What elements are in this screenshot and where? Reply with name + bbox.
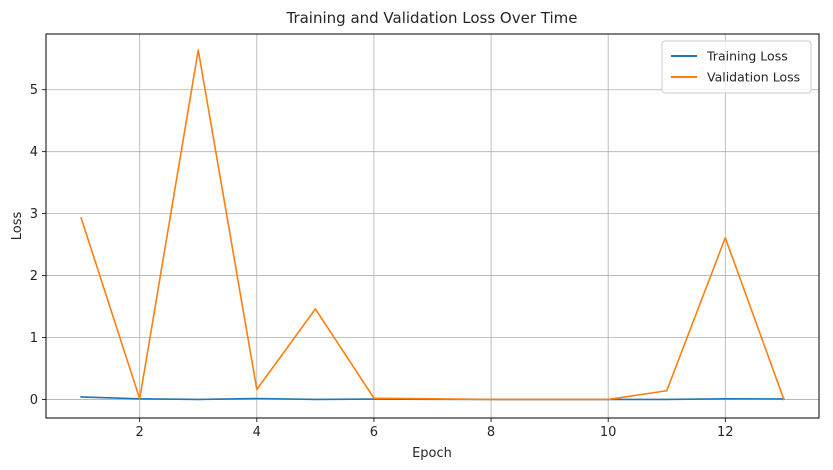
y-tick-label: 4 <box>30 145 38 160</box>
x-axis-ticks: 2 4 6 8 10 12 <box>136 418 734 440</box>
y-tick-label: 5 <box>30 83 38 98</box>
legend-label-training-loss: Training Loss <box>706 49 788 64</box>
x-tick-label: 2 <box>136 425 144 440</box>
series-lines <box>80 49 785 401</box>
x-tick-label: 4 <box>253 425 261 440</box>
y-axis-ticks: 0 1 2 3 4 5 <box>30 83 46 408</box>
x-tick-label: 8 <box>487 425 495 440</box>
chart-title: Training and Validation Loss Over Time <box>285 9 577 27</box>
y-axis-title: Loss <box>10 212 25 241</box>
x-tick-label: 12 <box>717 425 734 440</box>
plot-frame <box>45 33 820 419</box>
legend-label-validation-loss: Validation Loss <box>707 70 800 85</box>
legend-box <box>661 40 812 94</box>
x-tick-label: 10 <box>600 425 617 440</box>
x-tick-label: 6 <box>370 425 378 440</box>
x-axis-title: Epoch <box>412 446 452 461</box>
y-tick-label: 0 <box>30 393 38 408</box>
y-tick-label: 2 <box>30 269 38 284</box>
y-tick-label: 3 <box>30 207 38 222</box>
series-line-validation-loss <box>80 49 785 401</box>
legend: Training Loss Validation Loss <box>661 40 812 94</box>
y-tick-label: 1 <box>30 331 38 346</box>
